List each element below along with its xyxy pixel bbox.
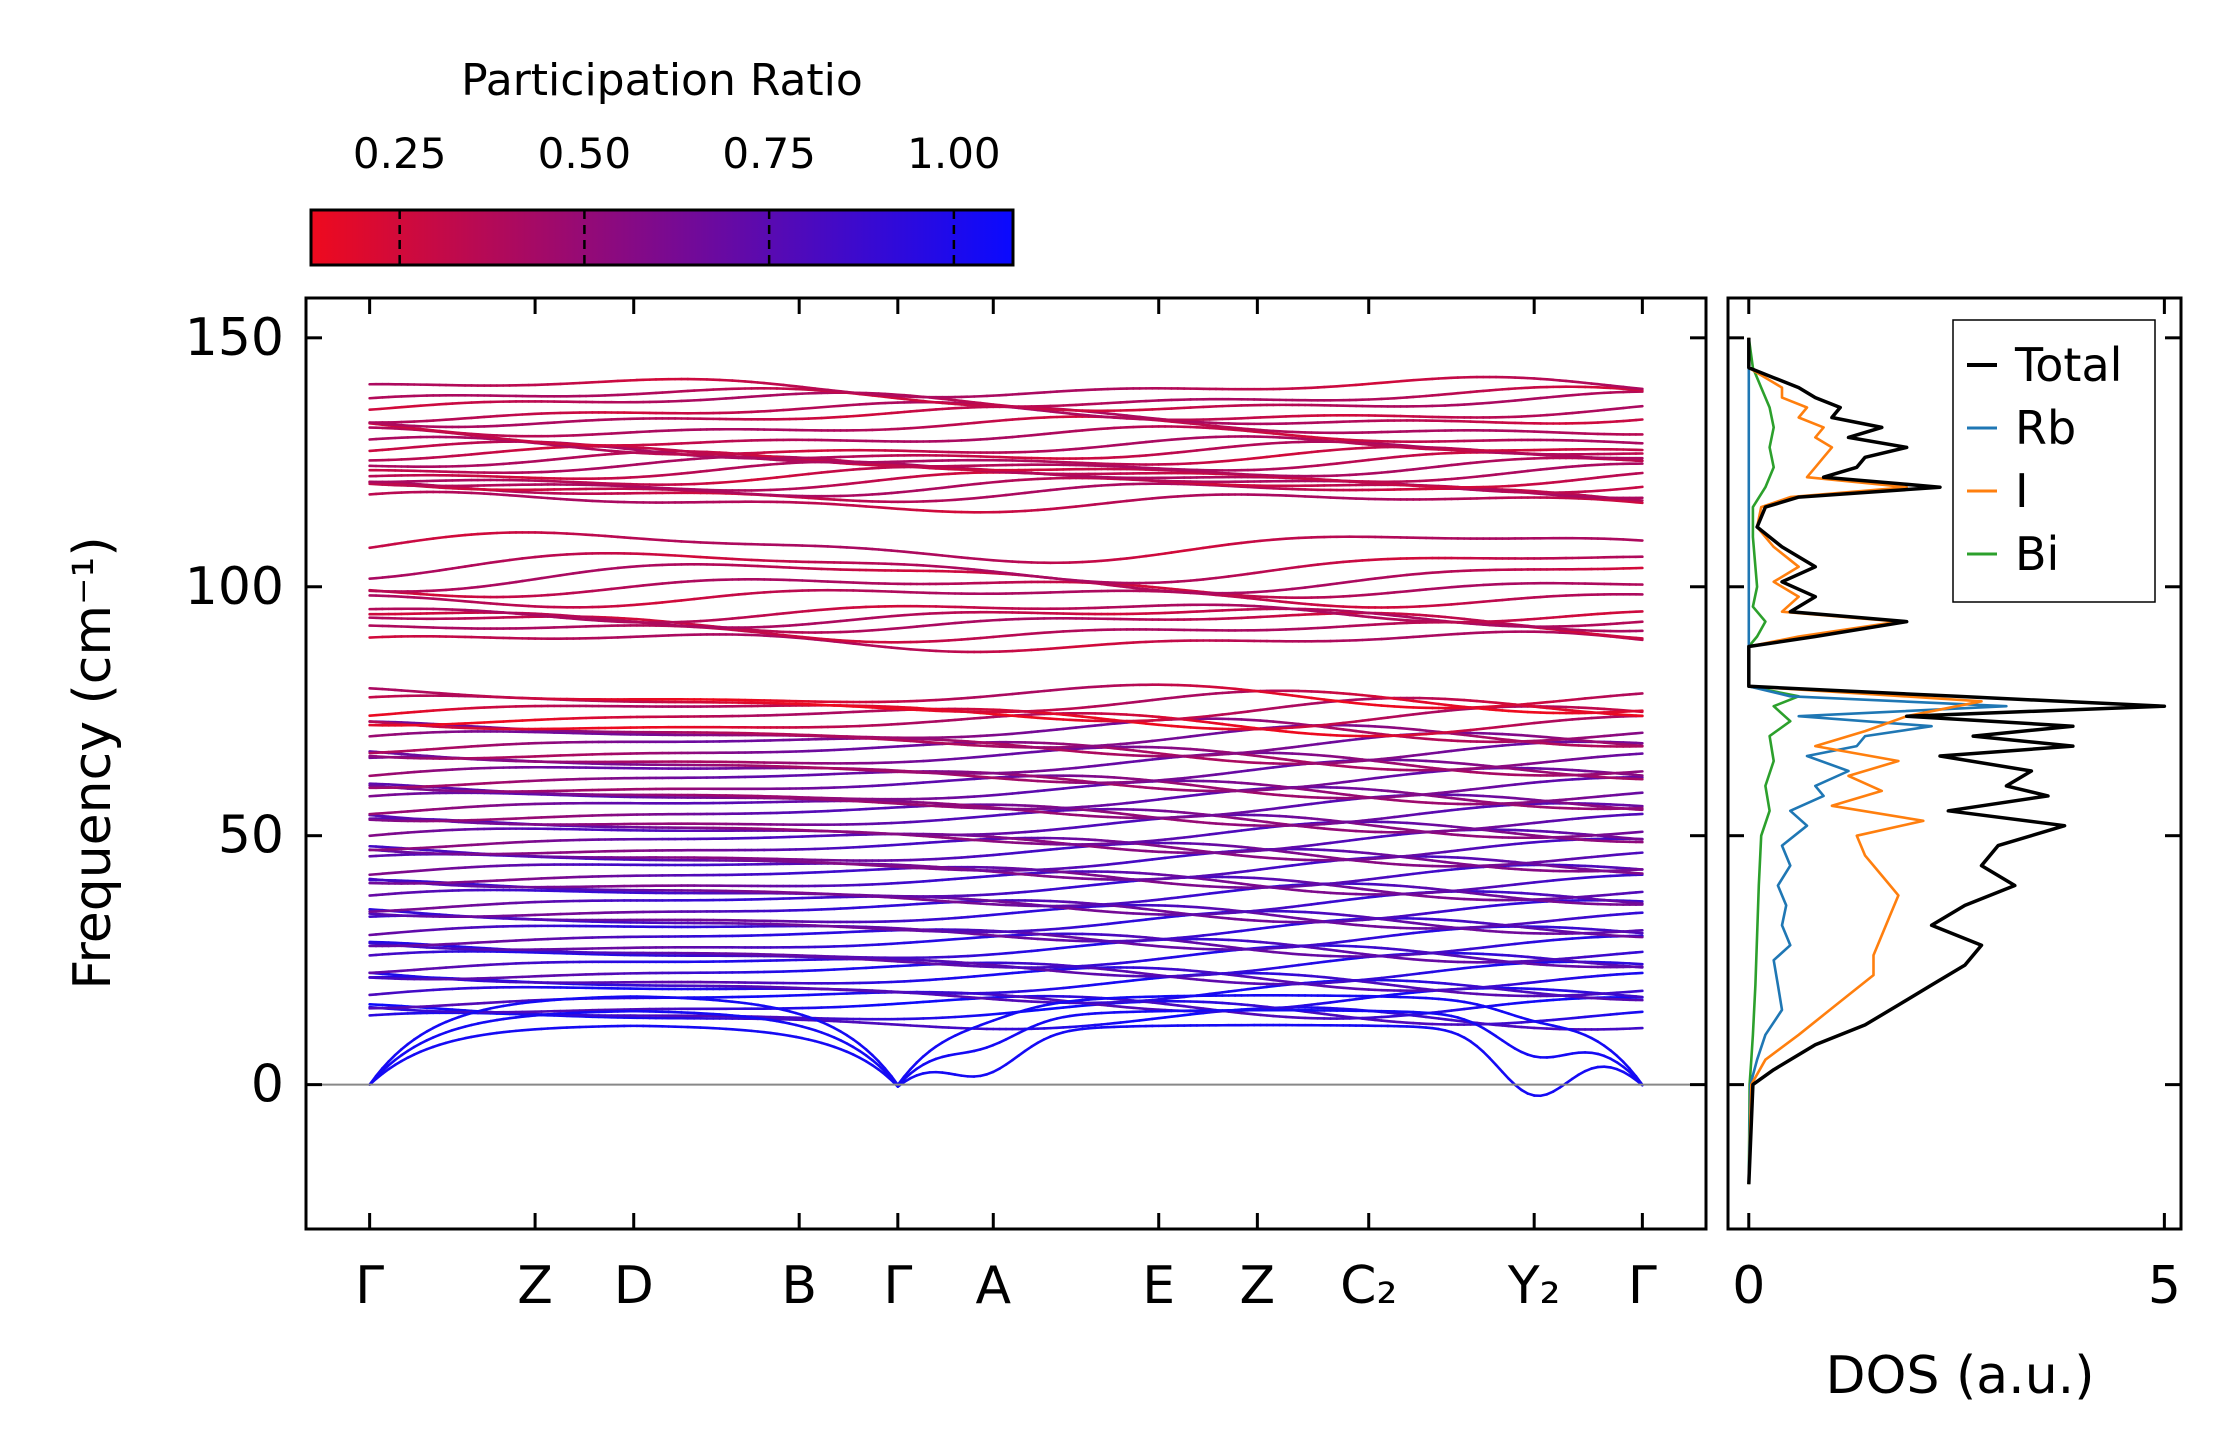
colorbar-tick-label: 0.25 [353,129,447,178]
optic-band-upper [1634,501,1644,505]
colorbar-tick-label: 0.50 [538,129,632,178]
colorbar-tick-label: 1.00 [907,129,1001,178]
optic-band-upper [1634,485,1644,489]
optic-band-upper [1634,418,1644,422]
colorbar-tick-label: 0.75 [722,129,816,178]
optic-band-upper [1634,471,1644,475]
colorbar-gradient [309,208,1015,267]
phonon-bands [368,375,1644,1098]
colorbar: Participation Ratio 0.25 0.50 0.75 1.00 [309,55,1015,267]
colorbar-tick-marks [398,210,956,265]
colorbar-tick-labels: 0.25 0.50 0.75 1.00 [353,129,1001,178]
colorbar-label: Participation Ratio [461,55,863,106]
